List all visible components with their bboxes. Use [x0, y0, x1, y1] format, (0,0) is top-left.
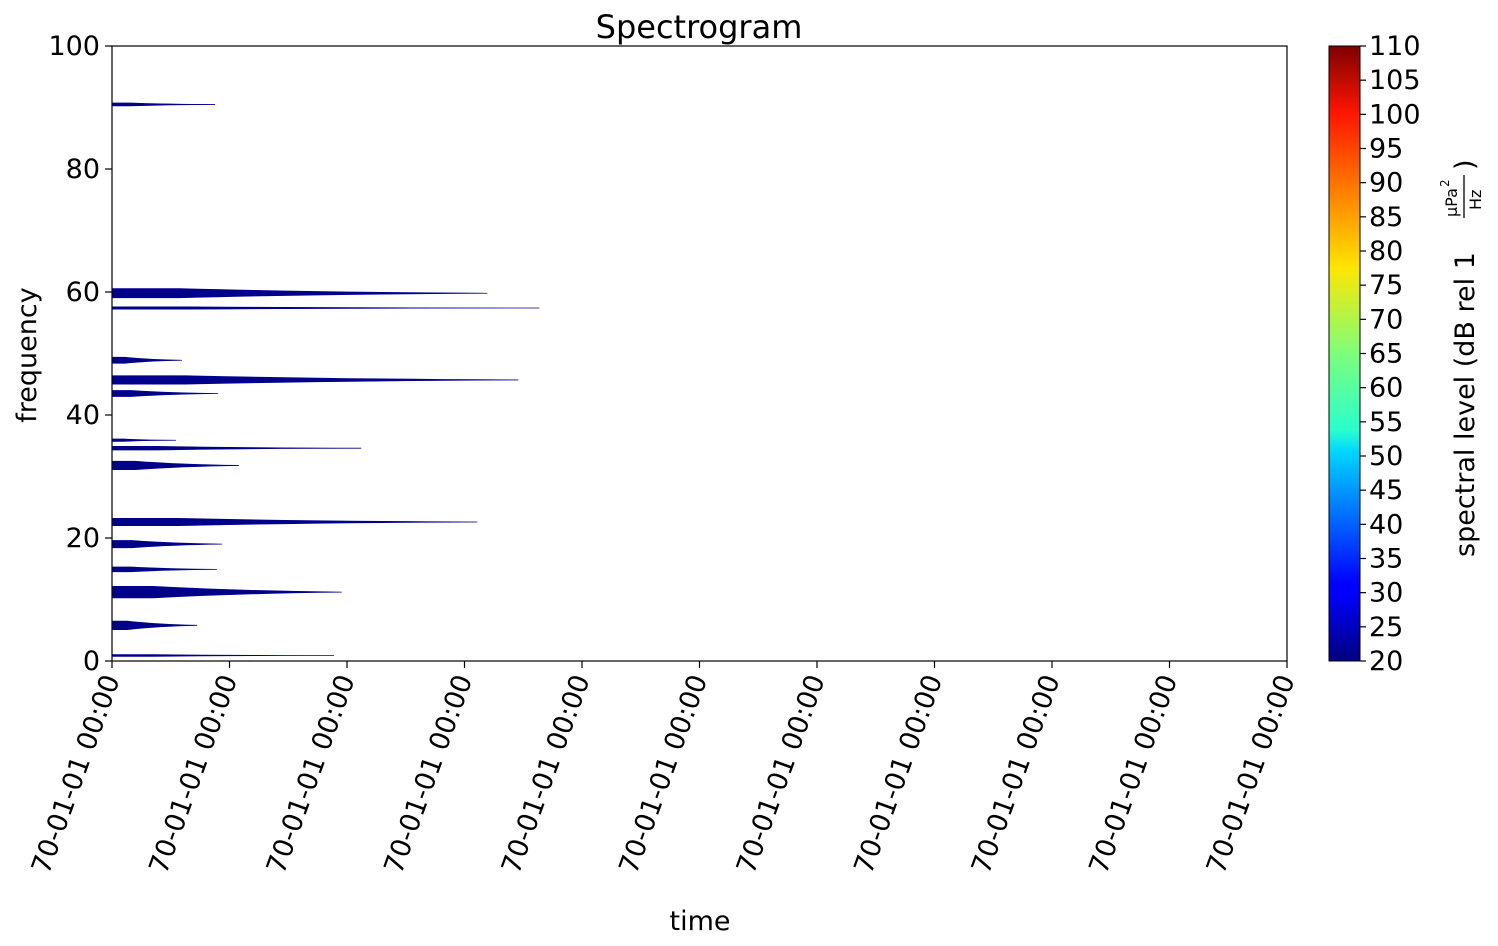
colorbar-tick-label: 100: [1369, 99, 1421, 130]
x-tick-label: 70-01-01 00:00: [1201, 671, 1302, 878]
colorbar-tick-label: 45: [1369, 475, 1403, 506]
colorbar-title-close: ): [1450, 159, 1481, 170]
colorbar-title-numerator: μPa: [1442, 188, 1461, 217]
spectral-band-9: [112, 438, 177, 442]
x-tick-label: 70-01-01 00:00: [966, 671, 1067, 878]
y-axis-title: frequency: [12, 287, 43, 422]
colorbar-tick-label: 50: [1369, 441, 1403, 472]
y-tick-label: 0: [83, 646, 100, 677]
spectral-band-8: [112, 446, 362, 451]
colorbar-tick-label: 55: [1369, 407, 1403, 438]
colorbar-tick-label: 95: [1369, 134, 1403, 165]
colorbar-tick-label: 80: [1369, 236, 1403, 267]
x-tick-label: 70-01-01 00:00: [143, 671, 244, 878]
spectral-band-1: [112, 654, 334, 657]
spectral-band-13: [112, 306, 540, 310]
x-tick-label: 70-01-01 00:00: [496, 671, 597, 878]
y-tick-label: 100: [48, 31, 100, 62]
y-tick-label: 60: [66, 277, 100, 308]
y-tick-label: 20: [66, 523, 100, 554]
colorbar-tick-label: 40: [1369, 509, 1403, 540]
x-tick-label: 70-01-01 00:00: [378, 671, 479, 878]
colorbar-tick-label: 110: [1369, 31, 1421, 62]
spectral-band-4: [112, 566, 217, 573]
spectral-band-6: [112, 518, 478, 527]
x-tick-label: 70-01-01 00:00: [261, 671, 362, 878]
colorbar-tick-label: 35: [1369, 544, 1403, 575]
y-axis: 0 20 40 60 80 100: [48, 31, 112, 677]
spectral-band-14: [112, 288, 488, 299]
x-tick-label: 70-01-01 00:00: [613, 671, 714, 878]
spectral-band-15: [112, 102, 216, 107]
colorbar-tick-label: 90: [1369, 168, 1403, 199]
spectral-band-5: [112, 540, 222, 549]
chart-title: Spectrogram: [596, 8, 803, 46]
x-tick-label: 70-01-01 00:00: [26, 671, 127, 878]
colorbar-tick-label: 105: [1369, 65, 1421, 96]
x-axis: 70-01-01 00:00 70-01-01 00:00 70-01-01 00:…: [26, 661, 1302, 878]
spectral-band-12: [112, 356, 183, 364]
x-tick-label: 70-01-01 00:00: [848, 671, 949, 878]
colorbar-title-denominator: Hz: [1466, 190, 1485, 210]
colorbar: [1328, 45, 1361, 662]
x-tick-label: 70-01-01 00:00: [731, 671, 832, 878]
colorbar-title: spectral level (dB rel 1 μPa 2 Hz ): [1438, 159, 1485, 557]
colorbar-tick-label: 70: [1369, 304, 1403, 335]
colorbar-tick-label: 30: [1369, 578, 1403, 609]
y-tick-label: 80: [66, 154, 100, 185]
colorbar-tick-label: 85: [1369, 202, 1403, 233]
colorbar-title-main: spectral level (dB rel 1: [1450, 252, 1481, 557]
colorbar-tick-label: 20: [1369, 646, 1403, 677]
colorbar-tick-label: 60: [1369, 373, 1403, 404]
spectral-band-2: [112, 620, 198, 630]
plot-frame: [111, 45, 1288, 662]
colorbar-tick-label: 75: [1369, 270, 1403, 301]
colorbar-tick-label: 25: [1369, 612, 1403, 643]
spectral-band-11: [112, 375, 519, 385]
y-tick-label: 40: [66, 400, 100, 431]
colorbar-title-exponent: 2: [1438, 179, 1452, 187]
spectrogram-bands: [112, 102, 540, 657]
x-tick-label: 70-01-01 00:00: [1083, 671, 1184, 878]
spectral-band-10: [112, 390, 218, 397]
colorbar-tick-label: 65: [1369, 339, 1403, 370]
spectral-band-3: [112, 585, 342, 599]
x-axis-title: time: [669, 906, 730, 937]
spectral-band-7: [112, 460, 239, 471]
